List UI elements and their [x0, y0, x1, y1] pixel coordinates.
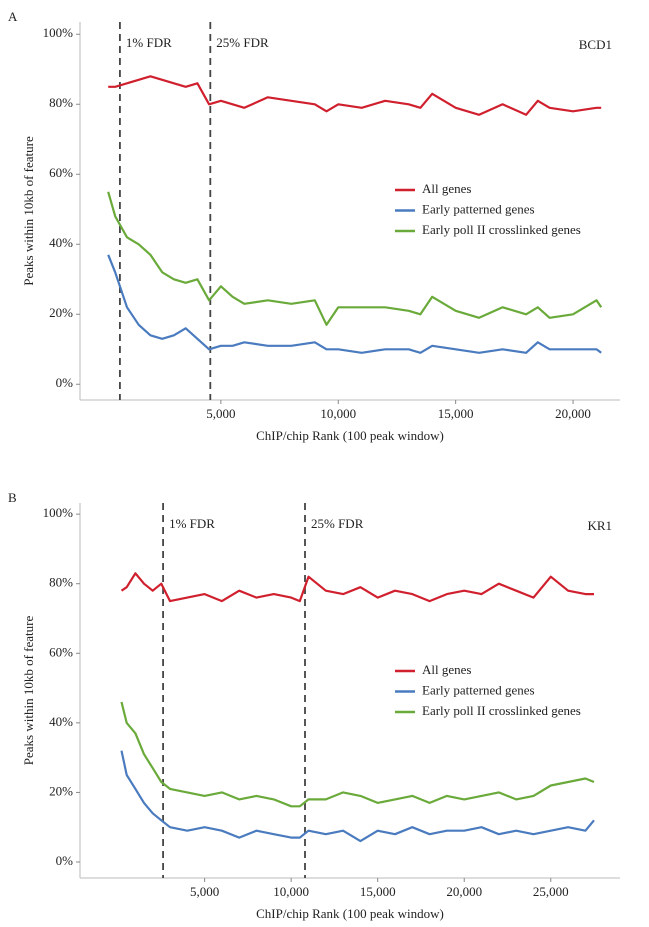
y-tick-label: 20%	[49, 783, 73, 798]
legend-label: Early poll II crosslinked genes	[422, 703, 581, 718]
y-tick-label: 40%	[49, 235, 73, 250]
series-line	[120, 701, 595, 808]
x-tick-label: 20,000	[446, 884, 482, 899]
y-tick-label: 100%	[43, 505, 74, 520]
y-tick-label: 0%	[56, 375, 74, 390]
y-tick-label: 40%	[49, 714, 73, 729]
fdr-label: 25% FDR	[311, 516, 364, 531]
panel-label: A	[8, 9, 18, 24]
fdr-label: 1% FDR	[169, 516, 215, 531]
annotation: KR1	[587, 518, 612, 533]
x-tick-label: 5,000	[190, 884, 219, 899]
legend-label: All genes	[422, 662, 471, 677]
legend-label: Early patterned genes	[422, 682, 535, 697]
y-tick-label: 80%	[49, 575, 73, 590]
panel-label: B	[8, 490, 17, 505]
x-axis-label: ChIP/chip Rank (100 peak window)	[256, 428, 444, 443]
series-line	[107, 254, 602, 354]
series-line	[120, 572, 594, 603]
series-line	[107, 191, 603, 326]
y-tick-label: 60%	[49, 644, 73, 659]
x-tick-label: 25,000	[533, 884, 569, 899]
fdr-label: 1% FDR	[126, 35, 172, 50]
annotation: BCD1	[579, 37, 612, 52]
legend-label: Early poll II crosslinked genes	[422, 222, 581, 237]
x-tick-label: 15,000	[360, 884, 396, 899]
x-tick-label: 15,000	[438, 406, 474, 421]
y-tick-label: 60%	[49, 165, 73, 180]
y-tick-label: 20%	[49, 305, 73, 320]
y-axis-label: Peaks within 10kb of feature	[21, 616, 36, 766]
y-axis-label: Peaks within 10kb of feature	[21, 136, 36, 286]
legend-label: Early patterned genes	[422, 201, 535, 216]
x-tick-label: 20,000	[555, 406, 591, 421]
x-tick-label: 10,000	[273, 884, 309, 899]
fdr-label: 25% FDR	[216, 35, 269, 50]
y-tick-label: 0%	[56, 853, 74, 868]
x-axis-label: ChIP/chip Rank (100 peak window)	[256, 906, 444, 921]
x-tick-label: 5,000	[206, 406, 235, 421]
series-line	[108, 75, 602, 116]
series-line	[120, 750, 595, 843]
y-tick-label: 80%	[49, 95, 73, 110]
legend-label: All genes	[422, 181, 471, 196]
y-tick-label: 100%	[43, 25, 74, 40]
x-tick-label: 10,000	[320, 406, 356, 421]
